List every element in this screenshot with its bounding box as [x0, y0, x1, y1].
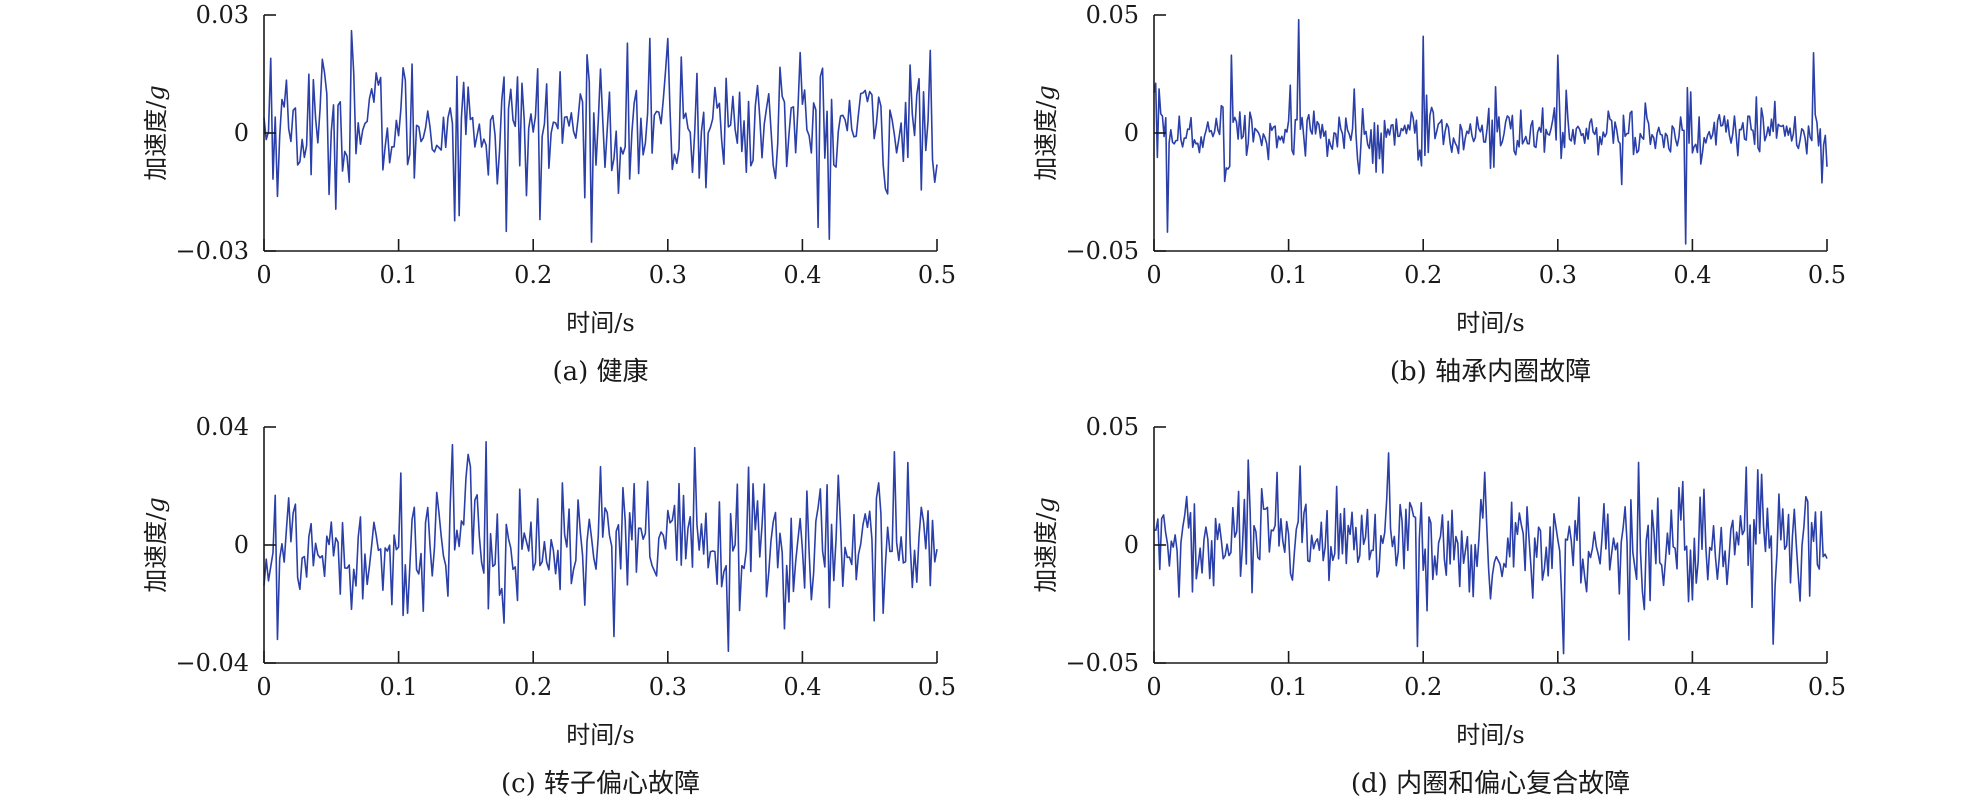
x-tick-label: 0.2: [1404, 673, 1442, 701]
signal-line: [1153, 452, 1828, 655]
y-axis-title-unit: g: [142, 85, 170, 100]
x-tick-label: 0.5: [1808, 261, 1846, 289]
x-tick-label: 0.4: [783, 673, 821, 701]
x-tick-label: 0: [256, 261, 271, 289]
panel-caption: (b) 轴承内圈故障: [1390, 357, 1591, 387]
x-tick-label: 0.3: [649, 261, 687, 289]
y-tick-label: −0.03: [175, 237, 249, 265]
x-tick-label: 0.5: [918, 673, 956, 701]
x-tick-label: 0: [1146, 261, 1161, 289]
panel-caption: (a) 健康: [552, 357, 648, 387]
panel-caption: (c) 转子偏心故障: [501, 769, 700, 799]
x-tick-label: 0.5: [918, 261, 956, 289]
x-tick-label: 0.1: [1270, 261, 1308, 289]
x-tick-label: 0.3: [649, 673, 687, 701]
x-tick-label: 0.1: [380, 673, 418, 701]
x-axis-title: 时间/s: [566, 721, 634, 749]
y-axis-title-text: 加速度/: [1032, 512, 1060, 593]
y-axis-title-unit: g: [1032, 497, 1060, 512]
y-tick-label: 0: [1124, 531, 1139, 559]
x-axis-title: 时间/s: [1456, 309, 1524, 337]
y-tick-label: 0: [234, 531, 249, 559]
y-tick-label: 0: [234, 119, 249, 147]
y-tick-label: 0.03: [196, 1, 249, 29]
x-tick-label: 0.3: [1539, 261, 1577, 289]
y-axis-title-text: 加速度/: [1032, 100, 1060, 181]
y-axis-title-unit: g: [142, 497, 170, 512]
y-axis-title-unit: g: [1032, 85, 1060, 100]
x-tick-label: 0.1: [1270, 673, 1308, 701]
x-tick-label: 0.3: [1539, 673, 1577, 701]
signal-line: [263, 440, 938, 652]
x-tick-label: 0.5: [1808, 673, 1846, 701]
x-tick-label: 0.4: [783, 261, 821, 289]
y-tick-label: 0.05: [1086, 413, 1139, 441]
y-tick-label: −0.05: [1065, 237, 1139, 265]
y-tick-label: −0.04: [175, 649, 249, 677]
x-tick-label: 0: [1146, 673, 1161, 701]
x-tick-label: 0.2: [1404, 261, 1442, 289]
signal-line: [1153, 18, 1828, 245]
x-tick-label: 0.4: [1673, 261, 1711, 289]
panel-caption: (d) 内圈和偏心复合故障: [1351, 769, 1630, 799]
x-axis-title: 时间/s: [1456, 721, 1524, 749]
y-axis-title-text: 加速度/: [142, 100, 170, 181]
x-tick-label: 0.2: [514, 673, 552, 701]
y-tick-label: 0: [1124, 119, 1139, 147]
y-tick-label: 0.04: [196, 413, 249, 441]
signal-line: [263, 29, 938, 243]
y-tick-label: −0.05: [1065, 649, 1139, 677]
y-axis-title: 加速度/g: [1032, 85, 1060, 180]
x-tick-label: 0.4: [1673, 673, 1711, 701]
x-tick-label: 0.2: [514, 261, 552, 289]
x-tick-label: 0: [256, 673, 271, 701]
x-tick-label: 0.1: [380, 261, 418, 289]
y-axis-title: 加速度/g: [142, 497, 170, 592]
y-axis-title: 加速度/g: [142, 85, 170, 180]
y-axis-title-text: 加速度/: [142, 512, 170, 593]
y-axis-title: 加速度/g: [1032, 497, 1060, 592]
y-tick-label: 0.05: [1086, 1, 1139, 29]
x-axis-title: 时间/s: [566, 309, 634, 337]
